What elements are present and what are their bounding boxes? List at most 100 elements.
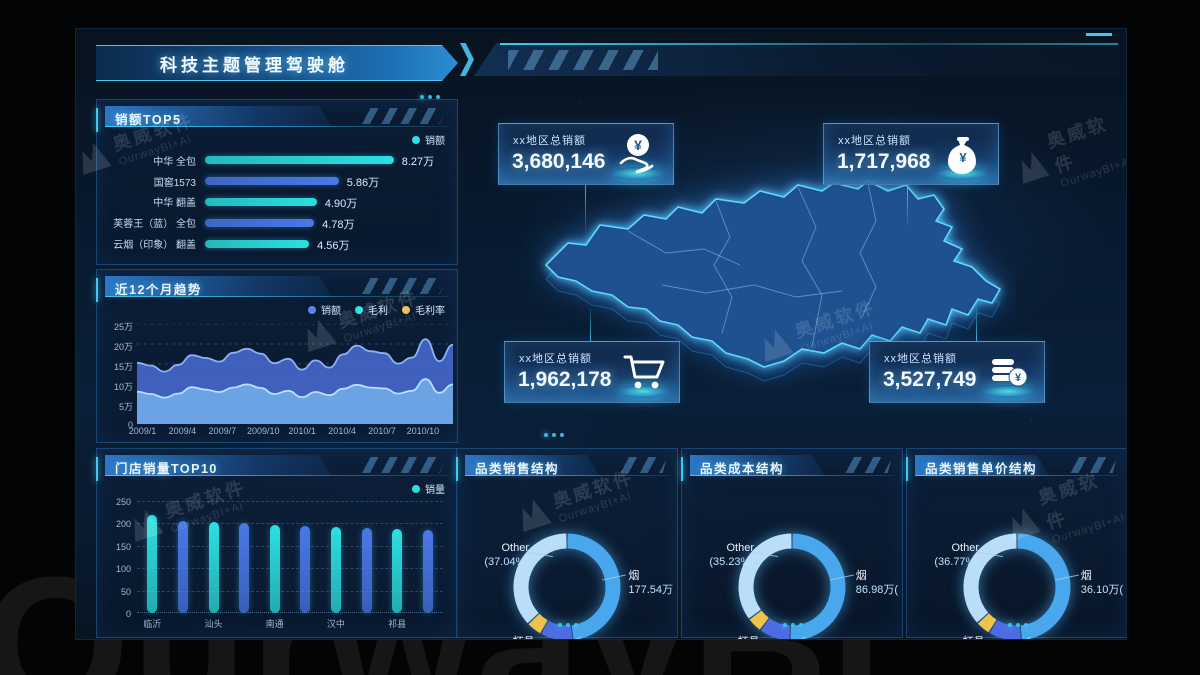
y-axis-tick: 5万 — [118, 402, 133, 412]
corner-dash-decoration — [1086, 33, 1112, 36]
legend-dot — [308, 305, 316, 314]
bar[interactable] — [205, 218, 315, 227]
bar[interactable] — [422, 530, 433, 613]
panel-header-stripes — [357, 278, 447, 294]
pie-callout-烟: 烟 36.10万( — [1080, 570, 1123, 597]
panel-header-underline — [915, 475, 1119, 476]
bar-category-label: 云烟（印象） 翻盖 — [113, 240, 196, 252]
legend-label: 毛利率 — [415, 306, 445, 317]
kpi-value: 1,962,178 — [518, 368, 612, 391]
bar[interactable] — [300, 526, 311, 613]
kpi-label: xx地区总销额 — [519, 353, 592, 365]
pie-segment-杯具[interactable] — [760, 618, 791, 639]
panel-header-stripes — [838, 457, 892, 473]
bar-category-label: 芙蓉王（蓝） 全包 — [113, 219, 196, 231]
panel-header-bar — [105, 455, 332, 476]
icon-pedestal — [617, 385, 669, 398]
y-axis-tick: 150 — [115, 541, 131, 552]
bar[interactable] — [361, 527, 372, 613]
bar[interactable] — [147, 515, 158, 613]
area-series-毛利[interactable] — [137, 379, 453, 424]
pie-segment-杯具[interactable] — [541, 620, 573, 639]
bar[interactable] — [205, 156, 394, 165]
dashboard: 科技主题管理驾驶舱 销额TOP5 销额 中华 全包 8.27万 国窖1573 5.86… — [75, 28, 1127, 640]
x-axis-tick: 2009/1 — [128, 426, 157, 436]
pie-segment-其他[interactable] — [749, 610, 769, 630]
panel-header: 门店销量TOP10 — [105, 455, 449, 481]
panel-header-bar — [690, 455, 825, 476]
y-axis-tick: 0 — [127, 420, 133, 430]
legend-item[interactable]: 毛利 — [355, 302, 388, 317]
x-axis-tick: 2009/4 — [168, 426, 197, 436]
legend-item[interactable]: 销额 — [308, 302, 341, 317]
bar-row: 中华 全包 8.27万 — [107, 151, 447, 169]
pie-callout-烟: 烟 86.98万( — [855, 570, 898, 597]
bar-category-label: 中华 翻盖 — [153, 198, 196, 210]
legend-item[interactable]: 销量 — [412, 481, 445, 496]
x-axis-tick: 临沂 — [143, 619, 162, 629]
legend-dot — [355, 305, 363, 314]
pie-segment-其他[interactable] — [977, 613, 997, 633]
kpi-value: 3,680,146 — [512, 150, 606, 173]
panel-pie-price: 品类销售单价结构 Other(36.77%) 烟36.10万(杯具7.46万(10… — [906, 448, 1126, 639]
bar[interactable] — [239, 522, 250, 613]
pie-segment-烟[interactable] — [567, 533, 621, 639]
connector-line — [976, 305, 977, 341]
bar[interactable] — [205, 197, 317, 206]
icon-pedestal — [611, 167, 663, 180]
bar[interactable] — [269, 524, 280, 613]
pie-callout-Other: Other (37.04%) — [463, 541, 529, 570]
dots-decoration — [420, 95, 424, 99]
category-cost-pie: Other(35.23%)烟86.98万(杯具16.32万(9.50%) — [692, 483, 898, 639]
panel-header: 品类成本结构 — [690, 455, 894, 481]
bar[interactable] — [205, 239, 310, 248]
legend-label: 销量 — [425, 485, 445, 496]
pie-segment-烟[interactable] — [790, 533, 846, 639]
panel-header-stripes — [1063, 457, 1117, 473]
pie-segment-杯具[interactable] — [989, 619, 1021, 639]
panel-header-underline — [690, 475, 894, 476]
panel-header-bar — [105, 106, 332, 127]
bar[interactable] — [177, 520, 188, 613]
pie-segment-其他[interactable] — [528, 613, 548, 634]
legend-item[interactable]: 毛利率 — [402, 302, 445, 317]
y-axis-tick: 200 — [115, 519, 131, 530]
panel-title: 品类销售单价结构 — [925, 462, 1038, 476]
bar[interactable] — [330, 527, 341, 613]
map-inner-borders — [627, 182, 877, 348]
dots-decoration — [544, 433, 548, 437]
cart-icon — [623, 355, 665, 389]
bar[interactable] — [205, 177, 339, 186]
map-surface[interactable] — [544, 180, 1002, 368]
kpi-card-sales-2[interactable]: xx地区总销额 1,717,968 ¥ — [823, 123, 999, 185]
bar-row: 国窖1573 5.86万 — [107, 172, 447, 190]
panel-header: 品类销售单价结构 — [915, 455, 1119, 481]
panel-title: 门店销量TOP10 — [115, 462, 218, 476]
panel-pie-sales: 品类销售结构 Other(37.04%) 烟177.54万杯具36.59万(9.9… — [456, 448, 678, 639]
trend-plot-area[interactable] — [136, 323, 454, 425]
kpi-value: 3,527,749 — [883, 368, 977, 391]
panel-header-underline — [105, 296, 449, 297]
kpi-card-sales-4[interactable]: xx地区总销额 3,527,749 ¥ — [869, 341, 1045, 403]
x-axis-tick: 2010/7 — [368, 426, 396, 436]
y-axis-tick: 50 — [120, 586, 131, 597]
kpi-card-sales-3[interactable]: xx地区总销额 1,962,178 — [504, 341, 680, 403]
legend-item[interactable]: 销额 — [412, 132, 445, 147]
panel-store-top10: 门店销量TOP10 销量 250 200 150 100 50 0 临沂 汕头 南通 汉中 祁县 — [96, 448, 458, 638]
bar-value-label: 5.86万 — [346, 177, 380, 190]
pie-segment-烟[interactable] — [1017, 533, 1071, 639]
pie-callout-杯具: 杯具7.46万(10.04%) — [935, 635, 1012, 639]
bar-row: 云烟（印象） 翻盖 4.56万 — [107, 235, 447, 253]
bar[interactable] — [392, 529, 403, 613]
bar[interactable] — [208, 522, 219, 613]
bar-track: 4.78万 — [205, 218, 447, 231]
panel-header: 近12个月趋势 — [105, 276, 449, 302]
region-map[interactable] — [516, 157, 1016, 407]
panel-header: 品类销售结构 — [465, 455, 669, 481]
bar-value-label: 4.90万 — [324, 197, 358, 210]
legend-label: 销额 — [321, 306, 341, 317]
legend-label: 销额 — [425, 136, 445, 147]
panel-header-bar — [105, 276, 332, 297]
kpi-card-sales-1[interactable]: xx地区总销额 3,680,146 ¥ — [498, 123, 674, 185]
bar-row: 中华 翻盖 4.90万 — [107, 193, 447, 211]
